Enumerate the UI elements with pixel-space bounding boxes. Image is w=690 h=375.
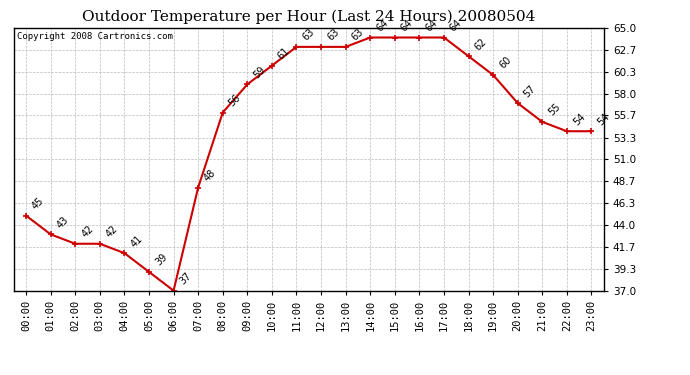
- Text: 63: 63: [301, 27, 317, 43]
- Text: 56: 56: [227, 93, 243, 108]
- Text: 55: 55: [546, 102, 562, 118]
- Text: 37: 37: [178, 271, 194, 286]
- Text: 62: 62: [473, 36, 489, 52]
- Text: 42: 42: [104, 224, 120, 240]
- Title: Outdoor Temperature per Hour (Last 24 Hours) 20080504: Outdoor Temperature per Hour (Last 24 Ho…: [82, 10, 535, 24]
- Text: 39: 39: [153, 252, 169, 268]
- Text: 61: 61: [276, 46, 292, 62]
- Text: 60: 60: [497, 55, 513, 71]
- Text: 42: 42: [79, 224, 95, 240]
- Text: 63: 63: [350, 27, 366, 43]
- Text: 48: 48: [202, 168, 218, 183]
- Text: 43: 43: [55, 214, 70, 230]
- Text: 54: 54: [571, 111, 587, 127]
- Text: 54: 54: [595, 111, 611, 127]
- Text: 59: 59: [251, 64, 267, 80]
- Text: 41: 41: [128, 233, 144, 249]
- Text: 64: 64: [424, 18, 440, 33]
- Text: 45: 45: [30, 196, 46, 211]
- Text: 63: 63: [325, 27, 341, 43]
- Text: Copyright 2008 Cartronics.com: Copyright 2008 Cartronics.com: [17, 32, 172, 41]
- Text: 64: 64: [448, 18, 464, 33]
- Text: 64: 64: [399, 18, 415, 33]
- Text: 57: 57: [522, 83, 538, 99]
- Text: 64: 64: [375, 18, 390, 33]
